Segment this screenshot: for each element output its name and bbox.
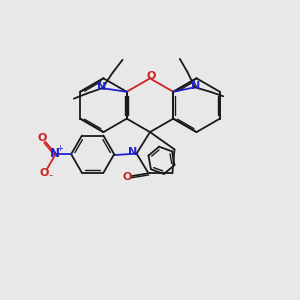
Text: -: - (49, 170, 53, 180)
Text: N: N (191, 81, 200, 92)
Text: O: O (38, 133, 47, 143)
Text: N: N (50, 147, 60, 160)
Text: O: O (40, 168, 49, 178)
Text: N: N (128, 147, 138, 158)
Text: O: O (146, 70, 156, 81)
Text: O: O (122, 172, 131, 182)
Text: +: + (56, 144, 63, 153)
Text: N: N (97, 82, 106, 92)
